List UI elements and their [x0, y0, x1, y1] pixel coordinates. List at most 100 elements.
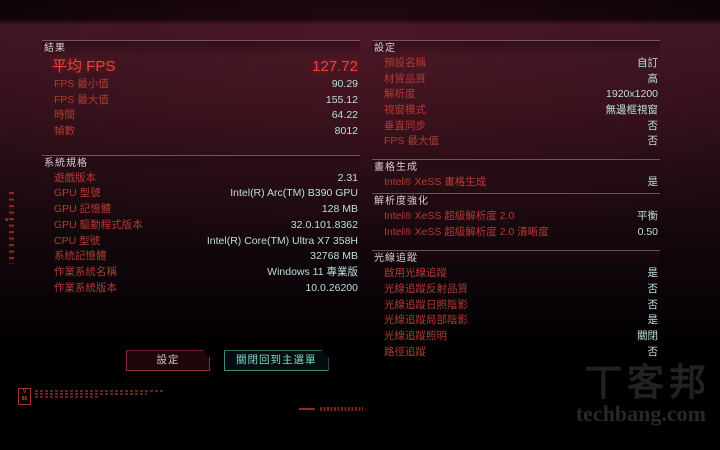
row-label: FPS 最大值 — [384, 135, 439, 148]
row-value: 155.12 — [325, 93, 358, 106]
techbang-domain: techbang.com — [575, 401, 706, 426]
row-label: CPU 型號 — [54, 234, 101, 247]
row-label: FPS 最大值 — [54, 93, 109, 106]
techbang-logo: 丅客邦 — [585, 362, 711, 403]
settings-button[interactable]: 設定 — [126, 350, 210, 371]
bottom-center-debug-mark — [299, 407, 363, 411]
row-label: 垂直同步 — [384, 119, 426, 132]
results-column: 結果 平均 FPS 127.72 FPS 最小值 90.29 FPS 最大值 155.… — [42, 40, 360, 371]
row-label: GPU 驅動程式版本 — [54, 218, 143, 231]
average-fps-label: 平均 FPS — [52, 58, 116, 75]
row-value: 否 — [647, 119, 659, 132]
row-value: 0.50 — [637, 225, 658, 238]
version-badge: V 85 — [18, 388, 31, 405]
row-label: Intel® XeSS 超級解析度 2.0 清晰度 — [384, 225, 549, 238]
row-value: 8012 — [334, 125, 358, 138]
version-badge-top: V — [22, 389, 27, 395]
row-label: Intel® XeSS 超級解析度 2.0 — [384, 209, 515, 222]
result-row: 時間 64.22 — [42, 108, 360, 124]
settings-section-header: 設定 — [372, 40, 660, 56]
setting-row: Intel® XeSS 超級解析度 2.0 平衡 — [372, 209, 660, 225]
result-row: 幀數 8012 — [42, 124, 360, 140]
fineprint-lines — [35, 390, 163, 405]
row-label: 路徑追蹤 — [384, 345, 426, 358]
arrow-icon — [299, 408, 315, 410]
setting-row: Intel® XeSS 畫格生成 是 — [372, 175, 660, 191]
row-value: 是 — [647, 267, 659, 280]
settings-column: 設定 預設名稱 自訂 材質品質高解析度 1920x1200 視窗模式 無邊框視窗 垂直同步否… — [372, 40, 660, 360]
row-value: 平衡 — [637, 209, 658, 222]
spec-row: 作業系統名稱 Windows 11 專業版 — [42, 265, 360, 281]
row-value: Intel(R) Core(TM) Ultra X7 358H — [206, 234, 358, 247]
setting-row: 材質品質 高 — [372, 72, 660, 88]
spec-row: 系統記憶體 32768 MB — [42, 249, 360, 265]
spec-row: GPU 記憶體 128 MB — [42, 202, 360, 218]
frame-generation-section-header: 畫格生成 — [372, 159, 660, 176]
row-value: 64.22 — [331, 109, 358, 122]
average-fps-row: 平均 FPS 127.72 — [42, 56, 360, 77]
row-value: 否 — [647, 135, 659, 148]
version-fineprint: V 85 — [18, 388, 163, 405]
ray-tracing-rows: 啟用光線追蹤是光線追蹤反射品質否光線追蹤日照陰影否光線追蹤局部陰影是光線追蹤照明… — [372, 266, 660, 360]
row-label: 預設名稱 — [384, 57, 426, 69]
left-edge-glyph-strip — [5, 192, 14, 264]
ray-tracing-section-header: 光線追蹤 — [372, 250, 660, 267]
row-value: Windows 11 專業版 — [267, 265, 358, 278]
upscaling-rows: Intel® XeSS 超級解析度 2.0 平衡 Intel® XeSS 超級解析度… — [372, 209, 660, 240]
spec-row: CPU 型號 Intel(R) Core(TM) Ultra X7 358H — [42, 234, 360, 250]
row-value: 90.29 — [331, 78, 358, 90]
row-value: 無邊框視窗 — [605, 104, 659, 117]
setting-row: 垂直同步 否 — [372, 119, 660, 135]
row-label: 光線追蹤反射品質 — [384, 282, 468, 295]
setting-row: 光線追蹤反射品質 否 — [372, 282, 660, 298]
row-value: 128 MB — [321, 203, 358, 216]
row-label: 材質品質 — [384, 72, 426, 85]
spec-row: 作業系統版本 10.0.26200 — [42, 281, 360, 297]
row-label: 作業系統版本 — [54, 281, 117, 294]
system-specs-rows: 遊戲版本 2.31 GPU 型號 Intel(R) Arc(TM) B390 GPU G… — [42, 171, 360, 297]
row-label: 時間 — [54, 109, 75, 122]
row-label: Intel® XeSS 畫格生成 — [384, 176, 487, 189]
row-label: 光線追蹤日照陰影 — [384, 298, 468, 311]
close-to-main-menu-button[interactable]: 關閉回到主選單 — [224, 350, 329, 371]
frame-generation-rows: Intel® XeSS 畫格生成 是 — [372, 175, 660, 191]
row-label: 作業系統名稱 — [54, 265, 117, 278]
setting-row: 預設名稱 自訂 — [372, 56, 660, 72]
results-rows: FPS 最小值 90.29 FPS 最大值 155.12 時間 64.22 幀數 8012 — [42, 77, 360, 140]
setting-row: FPS 最大值 否 — [372, 134, 660, 150]
average-fps-value: 127.72 — [312, 58, 358, 75]
setting-row: Intel® XeSS 超級解析度 2.0 清晰度 0.50 — [372, 225, 660, 241]
row-value: 否 — [647, 282, 659, 295]
row-value: 否 — [647, 345, 659, 358]
button-bar: 設定 關閉回到主選單 — [126, 350, 360, 371]
system-specs-section-header: 系統規格 — [42, 154, 360, 171]
row-value: Intel(R) Arc(TM) B390 GPU — [230, 187, 358, 200]
row-label: 視窗模式 — [384, 104, 426, 117]
row-value: 否 — [647, 298, 659, 311]
row-label: 光線追蹤局部陰影 — [384, 314, 468, 327]
row-label: GPU 記憶體 — [54, 203, 112, 216]
setting-row: 解析度 1920x1200 — [372, 87, 660, 103]
row-label: 啟用光線追蹤 — [384, 267, 447, 280]
techbang-watermark: 丅客邦 techbang.com — [576, 364, 706, 426]
row-label: 解析度 — [384, 88, 416, 101]
row-label: FPS 最小值 — [54, 78, 109, 90]
row-value: 32768 MB — [310, 250, 358, 263]
row-label: 幀數 — [54, 125, 75, 138]
row-label: 系統記憶體 — [54, 250, 107, 263]
spec-row: GPU 驅動程式版本 32.0.101.8362 — [42, 218, 360, 234]
row-value: 是 — [647, 176, 659, 189]
setting-row: 路徑追蹤 否 — [372, 345, 660, 361]
upscaling-section-header: 解析度強化 — [372, 192, 660, 209]
setting-row: 視窗模式 無邊框視窗 — [372, 103, 660, 119]
row-value: 是 — [647, 314, 659, 327]
result-row: FPS 最小值 90.29 — [42, 77, 360, 93]
row-value: 10.0.26200 — [305, 281, 358, 294]
row-value: 自訂 — [637, 57, 658, 69]
row-value: 32.0.101.8362 — [290, 218, 358, 231]
spec-row: GPU 型號 Intel(R) Arc(TM) B390 GPU — [42, 186, 360, 202]
setting-row: 光線追蹤局部陰影 是 — [372, 313, 660, 329]
spec-row: 遊戲版本 2.31 — [42, 171, 360, 187]
settings-rows: 預設名稱 自訂 材質品質高解析度 1920x1200 視窗模式 無邊框視窗 垂直同步否 FPS… — [372, 56, 660, 150]
